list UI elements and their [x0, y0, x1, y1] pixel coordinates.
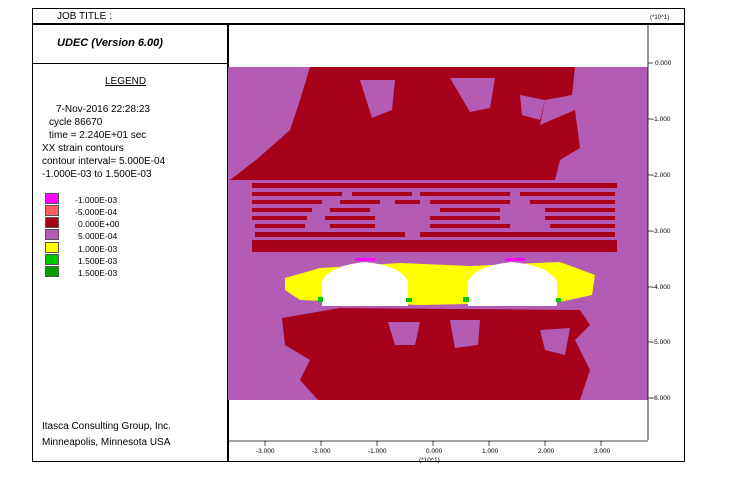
footer-location: Minneapolis, Minnesota USA: [42, 437, 171, 448]
y-tick-label: -4.000: [652, 284, 671, 291]
x-axis-multiplier: (*10^1): [419, 457, 440, 464]
legend-time: time = 2.240E+01 sec: [49, 130, 147, 141]
version-title: UDEC (Version 6.00): [57, 37, 163, 49]
version-box: UDEC (Version 6.00): [32, 24, 228, 64]
legend-label-3: 0.000E+00: [78, 219, 120, 229]
legend-label-7: 1.500E-03: [78, 268, 118, 278]
y-axis-ticks: [648, 62, 653, 399]
x-tick-label: -1.000: [368, 448, 387, 455]
legend-swatch-5: [45, 242, 59, 253]
legend-label-5: 1.000E-03: [78, 244, 118, 254]
legend-swatch-3: [45, 217, 59, 228]
y-tick-label: -6.000: [652, 395, 671, 402]
legend-interval: contour interval= 5.000E-04: [42, 156, 166, 167]
footer-company: Itasca Consulting Group, Inc.: [42, 421, 171, 432]
legend-swatch-6: [45, 254, 59, 265]
lower-strain-zone: [282, 308, 590, 400]
job-title-bar: JOB TITLE :: [32, 8, 685, 24]
x-axis-ticks: [264, 441, 602, 446]
legend-date-time: 7-Nov-2016 22:28:23: [56, 104, 150, 115]
legend-label-6: 1.500E-03: [78, 256, 118, 266]
x-tick-label: 3.000: [594, 448, 611, 455]
x-tick-label: 1.000: [482, 448, 499, 455]
x-tick-label: 2.000: [538, 448, 555, 455]
axis-multiplier-top: (*10^1): [650, 15, 670, 21]
upper-strain-zone: [230, 67, 580, 180]
legend-swatch-2: [45, 205, 59, 216]
y-tick-label: -2.000: [652, 172, 671, 179]
middle-band: [252, 183, 617, 252]
y-tick-label: -1.000: [652, 116, 671, 123]
legend-cycle: cycle 86670: [49, 117, 103, 128]
x-tick-label: -2.000: [312, 448, 331, 455]
y-tick-label: -3.000: [652, 228, 671, 235]
legend-label-4: 5.000E-04: [78, 231, 118, 241]
legend-heading: LEGEND: [105, 76, 147, 87]
y-tick-label: 0.000: [655, 60, 672, 67]
legend-swatch-7: [45, 266, 59, 277]
legend-swatch-4: [45, 229, 59, 240]
left-excavation: [322, 262, 408, 306]
legend-plot-type: XX strain contours: [42, 143, 124, 154]
job-title-label: JOB TITLE :: [57, 11, 112, 22]
right-excavation: [468, 262, 557, 306]
y-tick-label: -5.000: [652, 339, 671, 346]
legend-range: -1.000E-03 to 1.500E-03: [42, 169, 152, 180]
x-tick-label: 0.000: [426, 448, 443, 455]
x-tick-label: -3.000: [256, 448, 275, 455]
legend-label-2: -5.000E-04: [75, 207, 118, 217]
legend-swatch-1: [45, 193, 59, 204]
legend-label-1: -1.000E-03: [75, 195, 118, 205]
